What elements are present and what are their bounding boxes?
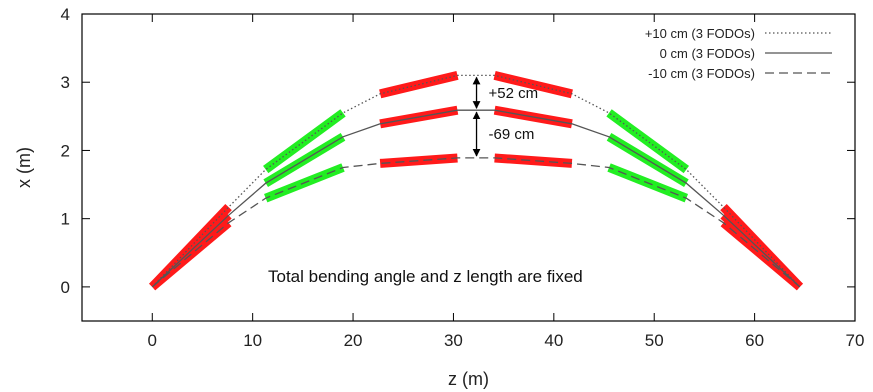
x-tick-label: 10 [243,331,262,350]
y-tick-label: 1 [61,210,70,229]
y-tick-label: 3 [61,73,70,92]
legend-label: -10 cm (3 FODOs) [648,66,755,81]
legend-label: 0 cm (3 FODOs) [660,46,755,61]
y-tick-label: 0 [61,278,70,297]
x-tick-label: 40 [544,331,563,350]
note-text: Total bending angle and z length are fix… [268,267,583,286]
y-tick-label: 2 [61,141,70,160]
series-line [151,109,801,288]
annotation-label: -69 cm [489,126,535,143]
trajectory-lines [151,74,801,288]
y-axis-title: x (m) [14,147,34,188]
annotation-label: +52 cm [489,85,539,102]
plot-frame [81,13,856,322]
magnet-segment [263,109,346,174]
x-tick-label: 70 [846,331,865,350]
legend: +10 cm (3 FODOs) 0 cm (3 FODOs) -10 cm (3 … [645,26,832,81]
x-axis-title: z (m) [448,369,489,389]
y-tick-label: 4 [61,5,70,24]
legend-label: +10 cm (3 FODOs) [645,26,755,41]
x-tick-label: 30 [444,331,463,350]
x-tick-label: 60 [745,331,764,350]
magnet-segment [494,153,573,168]
x-tick-label: 50 [645,331,664,350]
axis-ticks: 0 10 20 30 40 50 60 70 0 1 2 3 4 [61,5,865,350]
x-tick-label: 20 [344,331,363,350]
annotations: +52 cm -69 cm [472,76,539,157]
magnet-segment [606,109,690,174]
x-tick-label: 0 [148,331,157,350]
